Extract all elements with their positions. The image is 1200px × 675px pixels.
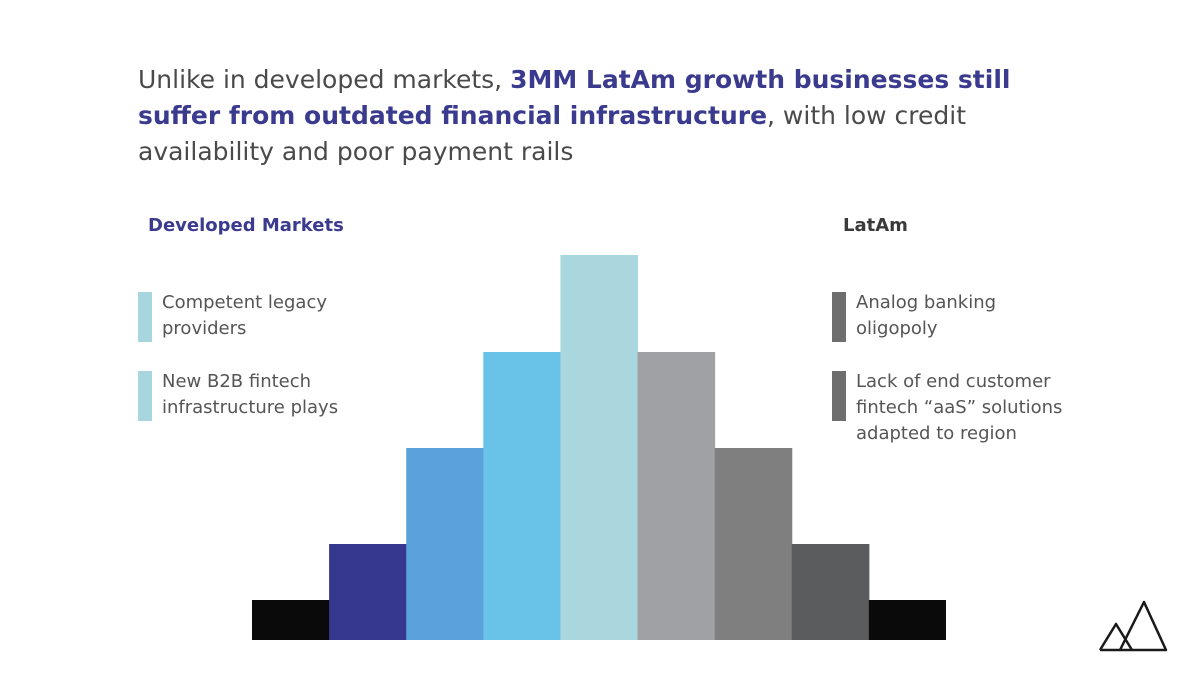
legend-item-analog-banking: Analog banking oligopoly [832, 290, 1132, 342]
mountain-logo-icon [1098, 600, 1168, 652]
legend-swatch [832, 292, 846, 342]
pyramid-column-8 [791, 544, 870, 640]
legend-label: Competent legacy providers [162, 292, 328, 339]
legend-label: Analog banking oligopoly [856, 292, 997, 339]
legend-label: Lack of end customer fintech “aaS” solut… [856, 371, 1063, 444]
legend-item-competent-legacy: Competent legacy providers [138, 290, 418, 342]
pyramid-column-1 [252, 600, 330, 640]
legend-item-b2b-fintech: New B2B fintech infrastructure plays [138, 369, 418, 421]
headline: Unlike in developed markets, 3MM LatAm g… [138, 62, 1098, 170]
pyramid-diagram [252, 255, 946, 640]
legend-swatch [138, 292, 152, 342]
headline-emphasis: 3MM LatAm growth businesses still suffer… [138, 65, 1011, 130]
pyramid-column-3 [406, 448, 484, 640]
pyramid-column-4 [483, 352, 561, 640]
headline-part-1: Unlike in developed markets, [138, 65, 511, 94]
pyramid-column-6 [637, 352, 716, 640]
pyramid-column-9 [868, 600, 946, 640]
developed-markets-title: Developed Markets [148, 215, 344, 236]
headline-part-2: , with low credit availability and poor … [138, 101, 967, 166]
legend-swatch [138, 371, 152, 421]
pyramid-column-2 [329, 544, 407, 640]
legend-swatch [832, 371, 846, 421]
pyramid-column-7 [714, 448, 793, 640]
legend-item-lack-of-aas: Lack of end customer fintech “aaS” solut… [832, 369, 1132, 447]
legend-label: New B2B fintech infrastructure plays [162, 371, 339, 418]
pyramid-column-5 [560, 255, 639, 640]
latam-title: LatAm [843, 215, 908, 236]
